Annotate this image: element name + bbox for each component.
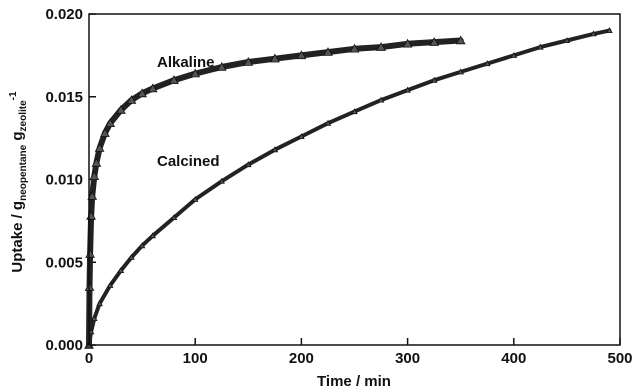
y-axis-title: Uptake / gneopentane gzeolite-1: [8, 91, 29, 273]
alkaline-data-point: [190, 68, 201, 78]
calcined-data-point: [106, 281, 114, 288]
alkaline-data-point: [116, 104, 126, 114]
y-tick-label: 0.020: [45, 6, 83, 23]
calcined-data-point: [537, 43, 544, 50]
alkaline-data-point: [296, 50, 307, 60]
calcined-data-point: [91, 315, 98, 321]
calcined-data-point: [191, 195, 199, 202]
calcined-data-point: [298, 133, 305, 139]
series-layer: [84, 27, 613, 349]
calcined-data-point: [563, 37, 571, 43]
calcined-data-point: [351, 108, 358, 115]
calcined-data-point: [404, 86, 411, 93]
calcined-data-point: [590, 30, 597, 37]
alkaline-label: Alkaline: [157, 54, 215, 71]
alkaline-data-point: [455, 35, 466, 45]
calcined-data-point: [245, 161, 252, 168]
alkaline-data-point: [376, 42, 386, 51]
alkaline-series: [84, 35, 466, 349]
alkaline-data-point: [100, 128, 110, 137]
y-tick-label: 0.010: [45, 172, 83, 189]
plot-frame: [88, 13, 621, 346]
x-tick-label: 100: [183, 350, 208, 367]
alkaline-data-point: [429, 37, 440, 46]
x-axis-title: Time / min: [317, 373, 391, 390]
calcined-data-point: [170, 214, 178, 220]
calcined-data-point: [483, 60, 491, 67]
alkaline-data-point: [402, 38, 413, 48]
alkaline-data-point: [270, 53, 280, 63]
alkaline-data-point: [169, 75, 179, 84]
alkaline-data-point: [85, 248, 95, 258]
calcined-data-point: [510, 51, 518, 58]
y-axis-title-mid: g: [9, 131, 26, 144]
calcined-series-line: [87, 28, 612, 347]
alkaline-series-line: [86, 37, 464, 348]
calcined-data-point: [128, 253, 135, 260]
alkaline-data-point: [137, 88, 147, 98]
x-tick-label: 400: [501, 350, 526, 367]
calcined-data-point: [117, 267, 125, 273]
calcined-data-point: [457, 68, 464, 75]
tick-labels: 0 100 200 300 400 500 0.000 0.005 0.010 0.015 0.02…: [45, 6, 632, 367]
calcined-data-point: [430, 76, 438, 83]
y-axis-title-sup: -1: [8, 91, 19, 100]
calcined-series: [85, 27, 613, 348]
y-axis-title-sub2: zeolite: [18, 100, 29, 132]
calcined-data-point: [96, 300, 103, 307]
calcined-data-point: [324, 119, 332, 126]
alkaline-data-point: [87, 191, 98, 200]
x-tick-label: 200: [289, 350, 314, 367]
x-tick-label: 0: [85, 350, 93, 367]
alkaline-data-point: [216, 61, 227, 71]
alkaline-data-point: [243, 56, 254, 66]
alkaline-data-point: [126, 95, 137, 104]
y-axis-title-sub1: neopentane: [18, 144, 29, 201]
calcined-label: Calcined: [157, 153, 220, 170]
calcined-data-point: [149, 232, 156, 239]
x-tick-label: 500: [607, 350, 632, 367]
alkaline-data-point: [91, 157, 102, 167]
alkaline-data-point: [89, 171, 100, 180]
calcined-data-point: [138, 242, 146, 249]
calcined-data-point: [271, 146, 279, 153]
alkaline-data-point: [105, 118, 116, 127]
y-tick-label: 0.015: [45, 89, 83, 106]
calcined-data-point: [377, 96, 385, 103]
y-tick-label: 0.000: [45, 337, 83, 354]
y-tick-label: 0.005: [45, 254, 83, 271]
y-axis-title-prefix: Uptake / g: [9, 201, 26, 273]
alkaline-data-point: [349, 43, 360, 53]
calcined-data-point: [218, 177, 225, 184]
alkaline-data-point: [94, 143, 105, 152]
alkaline-data-point: [323, 47, 333, 56]
x-tick-label: 300: [395, 350, 420, 367]
alkaline-data-point: [147, 83, 158, 93]
calcined-data-point: [87, 328, 95, 335]
calcined-data-point: [606, 27, 613, 33]
